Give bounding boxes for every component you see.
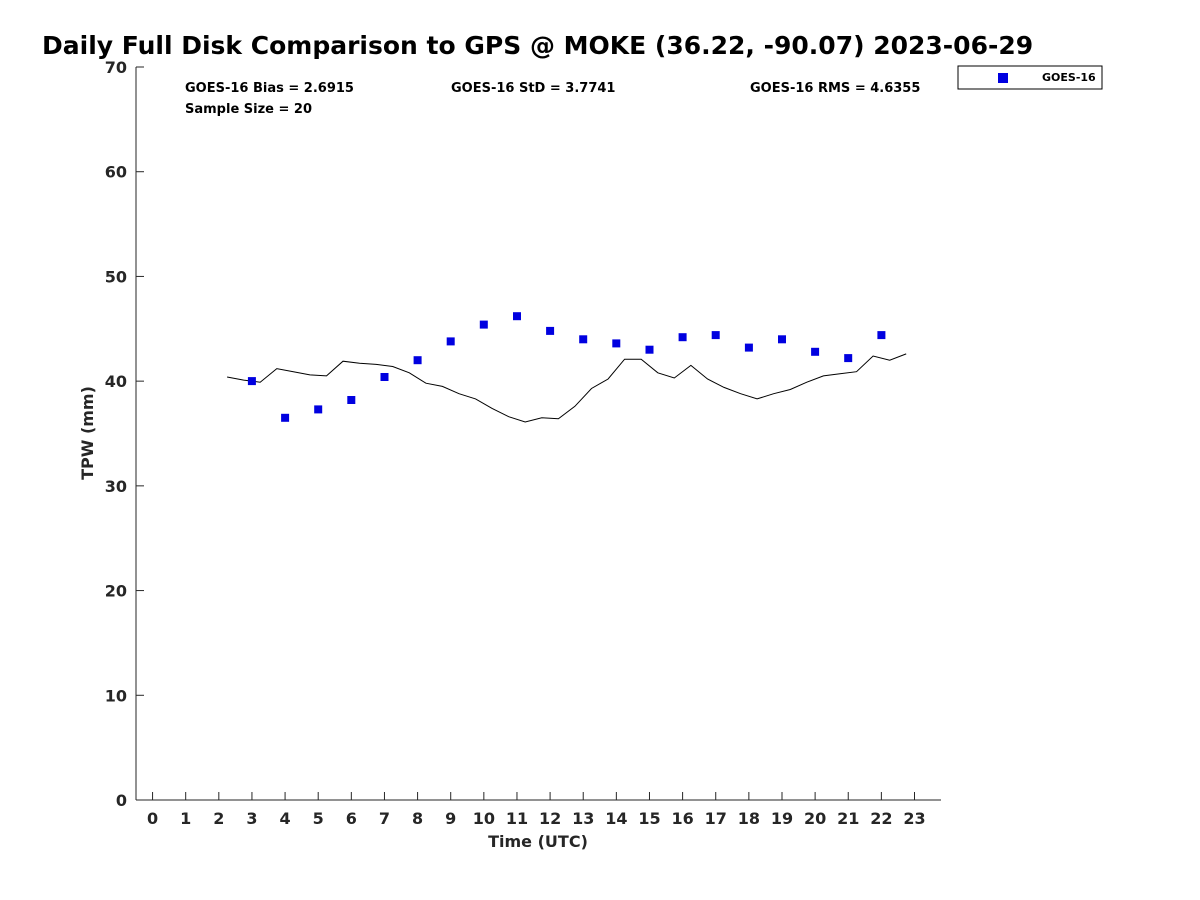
x-tick-label: 15 <box>638 809 660 828</box>
goes16-point <box>314 405 323 414</box>
y-axis-label: TPW (mm) <box>78 386 97 480</box>
y-tick-label: 10 <box>105 686 127 705</box>
goes16-point <box>347 396 356 404</box>
goes16-point <box>546 326 555 335</box>
x-tick-label: 22 <box>870 809 892 828</box>
goes16-point <box>678 333 687 342</box>
gps-line-layer <box>227 353 907 423</box>
x-tick-label: 14 <box>605 809 627 828</box>
x-tick-label: 9 <box>445 809 456 828</box>
goes16-point <box>711 331 720 340</box>
x-tick-label: 23 <box>903 809 925 828</box>
goes16-point <box>247 377 256 386</box>
x-tick-label: 3 <box>246 809 257 828</box>
x-tick-label: 4 <box>280 809 291 828</box>
goes16-point <box>513 312 521 321</box>
goes16-point <box>744 343 753 352</box>
goes16-point <box>612 339 621 348</box>
x-tick-label: 8 <box>412 809 423 828</box>
x-tick-label: 2 <box>213 809 224 828</box>
x-tick-label: 12 <box>539 809 561 828</box>
goes16-point <box>877 331 886 340</box>
chart-title: Daily Full Disk Comparison to GPS @ MOKE… <box>42 31 1033 60</box>
y-tick-label: 40 <box>105 372 127 391</box>
y-tick-label: 50 <box>105 267 127 286</box>
goes16-point <box>645 345 654 354</box>
stat-std: GOES-16 StD = 3.7741 <box>451 81 615 96</box>
x-tick-label: 6 <box>346 809 357 828</box>
x-tick-label: 20 <box>804 809 826 828</box>
y-tick-label: 30 <box>105 477 127 496</box>
goes16-point <box>380 373 389 381</box>
goes16-point <box>413 356 422 365</box>
x-tick-label: 17 <box>705 809 727 828</box>
legend-label: GOES-16 <box>1042 71 1096 84</box>
x-tick-label: 10 <box>473 809 495 828</box>
x-tick-label: 0 <box>147 809 158 828</box>
y-tick-label: 0 <box>116 791 127 810</box>
goes16-points-layer <box>247 312 886 422</box>
stat-rms: GOES-16 RMS = 4.6355 <box>750 81 920 96</box>
legend: GOES-16 <box>957 65 1103 90</box>
stat-sample-size: Sample Size = 20 <box>185 102 312 117</box>
y-tick-label: 20 <box>105 582 127 601</box>
x-tick-label: 16 <box>671 809 693 828</box>
x-tick-label: 7 <box>379 809 390 828</box>
goes16-point <box>281 413 290 422</box>
x-tick-label: 5 <box>313 809 324 828</box>
x-tick-label: 1 <box>180 809 191 828</box>
goes16-point <box>778 335 786 344</box>
goes16-point <box>446 337 455 346</box>
goes16-point <box>811 347 820 356</box>
gps-series-line <box>227 353 907 423</box>
legend-marker <box>998 73 1008 83</box>
legend-box <box>957 65 1103 90</box>
y-tick-label: 60 <box>105 163 127 182</box>
goes16-point <box>844 354 853 363</box>
goes16-point <box>479 320 488 329</box>
x-tick-label: 18 <box>738 809 760 828</box>
x-tick-label: 13 <box>572 809 594 828</box>
x-tick-label: 11 <box>506 809 528 828</box>
goes16-point <box>579 335 588 344</box>
x-tick-label: 21 <box>837 809 859 828</box>
x-axis-label: Time (UTC) <box>488 832 588 851</box>
x-tick-label: 19 <box>771 809 793 828</box>
stat-bias: GOES-16 Bias = 2.6915 <box>185 81 354 96</box>
y-tick-label: 70 <box>105 58 127 77</box>
